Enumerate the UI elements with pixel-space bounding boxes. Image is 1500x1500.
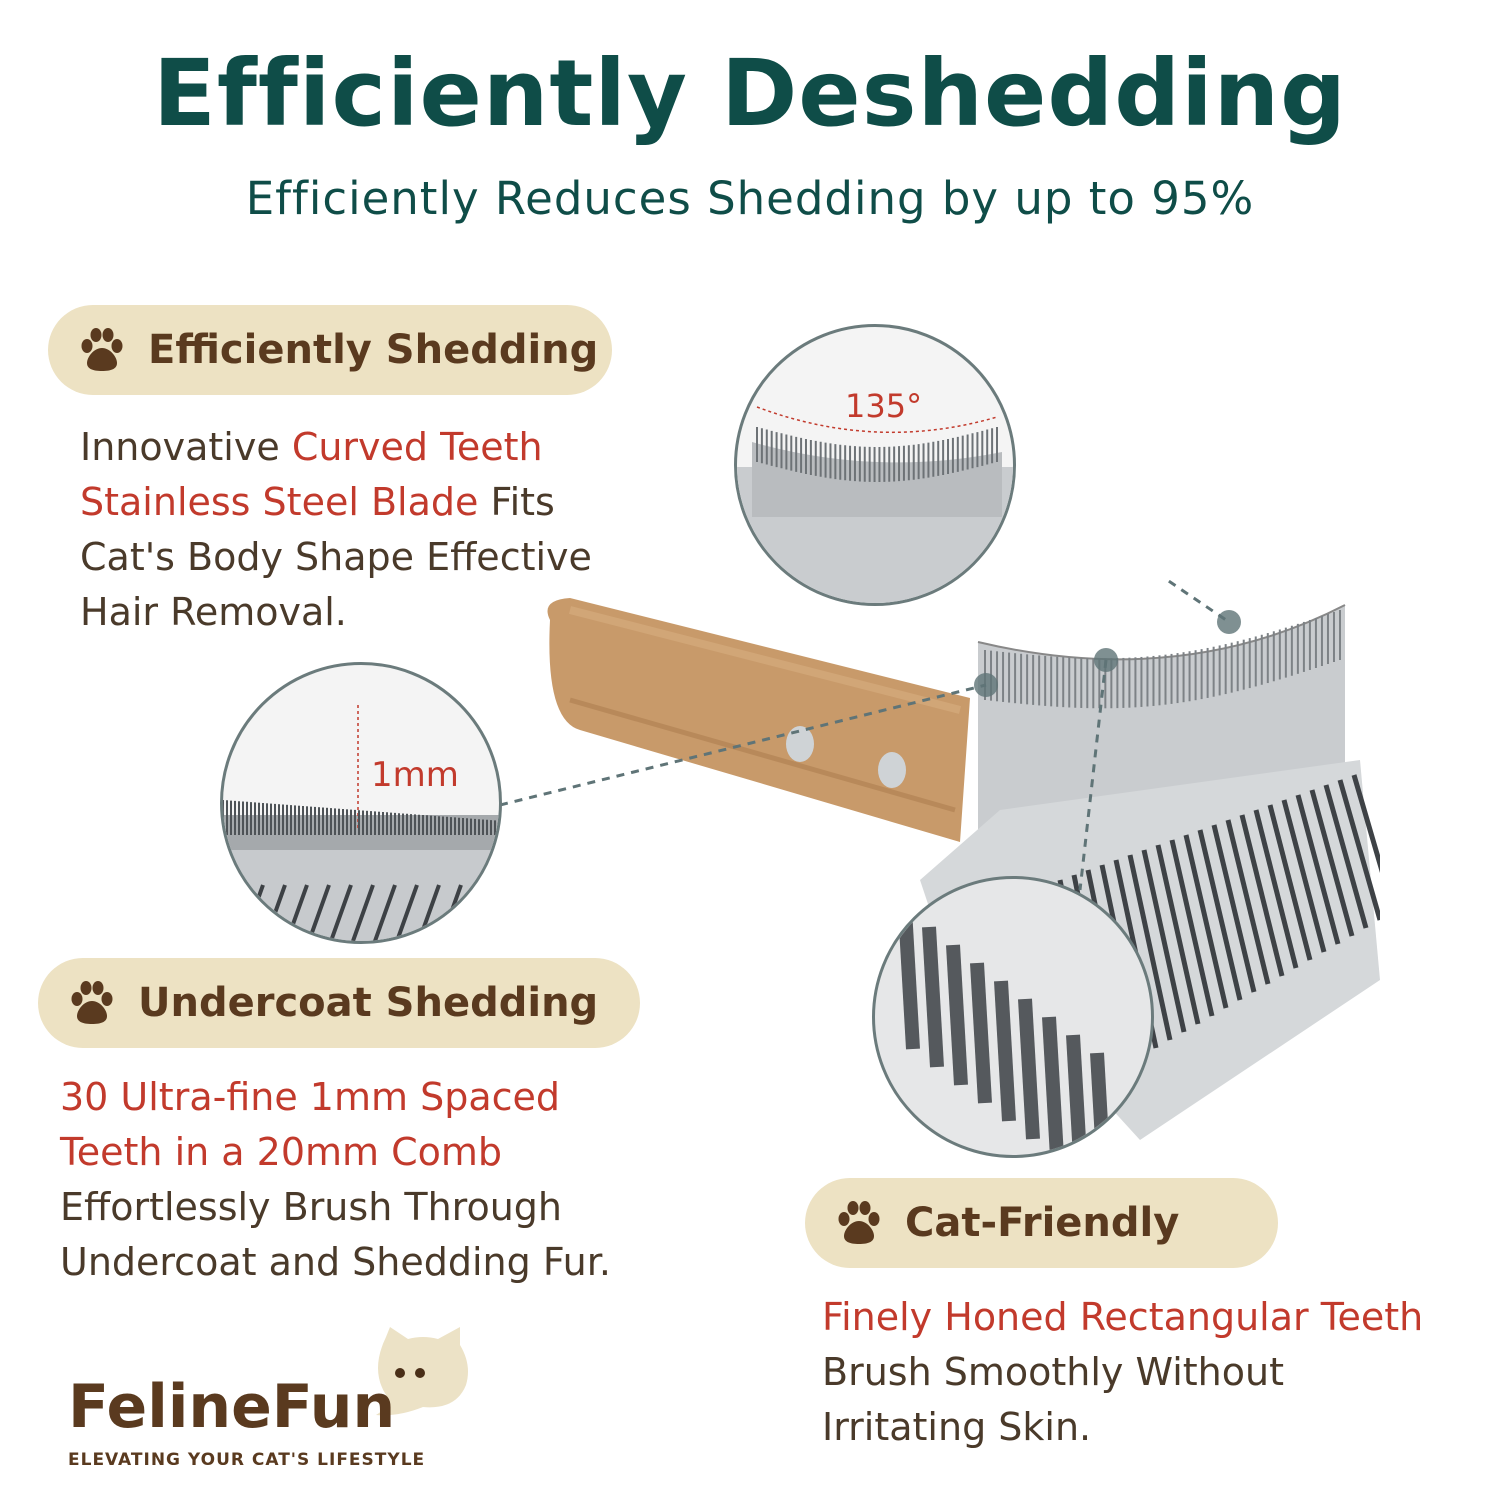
- text-segment: Effortlessly Brush Through Undercoat and…: [60, 1185, 611, 1284]
- product-image: [500, 580, 1380, 1140]
- feature-description: Innovative Curved Teeth Stainless Steel …: [80, 420, 640, 640]
- paw-icon: [78, 326, 126, 374]
- feature-label: Cat-Friendly: [905, 1200, 1180, 1246]
- undercoat-rake: [920, 760, 1380, 1140]
- highlight-text: Curved Teeth Stainless Steel Blade: [80, 425, 543, 524]
- paw-icon: [68, 979, 116, 1027]
- feature-pill-cat-friendly: Cat-Friendly: [805, 1178, 1278, 1268]
- cat-face-logo-icon: [376, 1327, 468, 1416]
- highlight-text: 30 Ultra-fine 1mm Spaced Teeth in a 20mm…: [60, 1075, 561, 1174]
- zoom-inset-rectangular-teeth: [872, 876, 1154, 1158]
- feature-label: Efficiently Shedding: [148, 327, 599, 373]
- page-title: Efficiently Deshedding: [153, 40, 1347, 147]
- logo-tagline: ELEVATING YOUR CAT'S LIFESTYLE: [68, 1450, 426, 1470]
- spacing-label: 1mm: [371, 755, 459, 795]
- paw-icon: [835, 1199, 883, 1247]
- text-segment: Fits Cat's Body Shape Effective Hair Rem…: [80, 480, 592, 634]
- wooden-handle: [547, 598, 970, 842]
- text-segment: Innovative: [80, 425, 292, 469]
- text-segment: Brush Smoothly Without Irritating Skin.: [822, 1350, 1284, 1449]
- feature-description: 30 Ultra-fine 1mm Spaced Teeth in a 20mm…: [60, 1070, 670, 1290]
- feature-pill-efficiently-shedding: Efficiently Shedding: [48, 305, 612, 395]
- zoom-inset-teeth-spacing: 1mm: [220, 662, 502, 944]
- feature-label: Undercoat Shedding: [138, 980, 599, 1026]
- feature-description: Finely Honed Rectangular Teeth Brush Smo…: [822, 1290, 1442, 1455]
- highlight-text: Finely Honed Rectangular Teeth: [822, 1295, 1424, 1339]
- logo-name: FelineFun: [68, 1372, 396, 1442]
- feature-pill-undercoat-shedding: Undercoat Shedding: [38, 958, 640, 1048]
- angle-label: 135°: [845, 387, 923, 425]
- page-subtitle: Efficiently Reduces Shedding by up to 95…: [245, 172, 1255, 225]
- zoom-inset-blade-angle: 135°: [734, 324, 1016, 606]
